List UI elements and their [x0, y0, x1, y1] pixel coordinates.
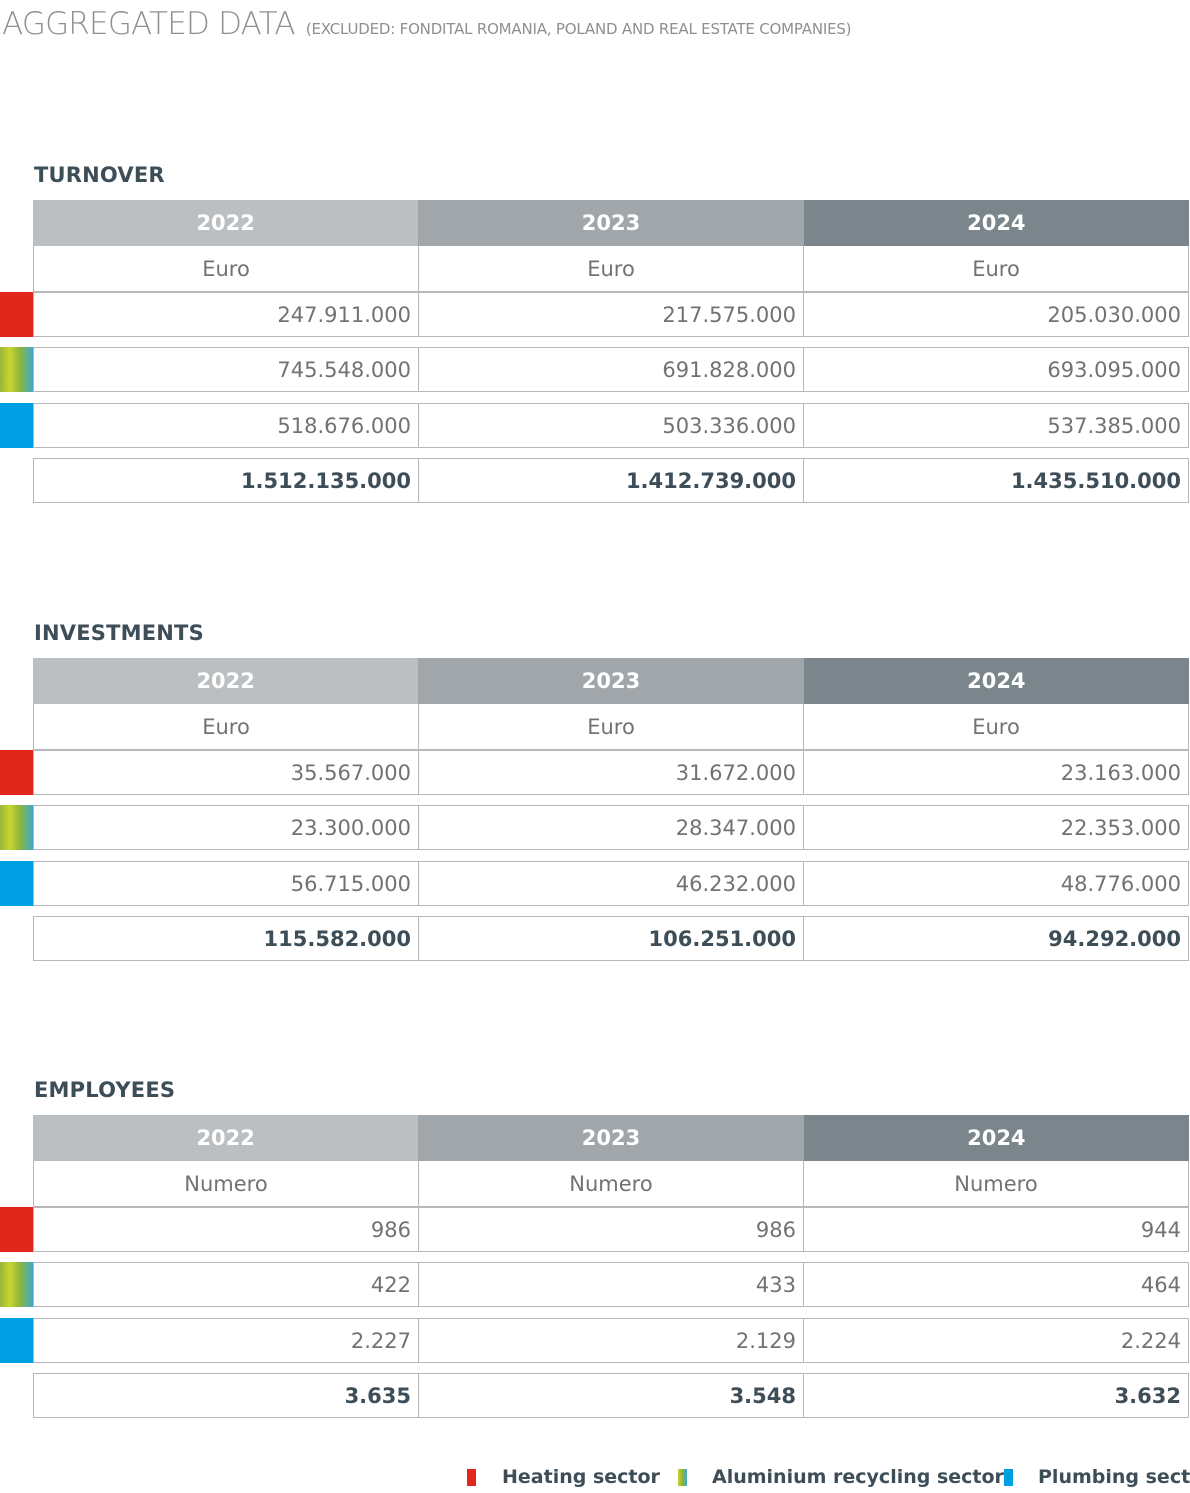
aluminium-sector-swatch: [0, 805, 33, 850]
total-row: 1.512.135.000 1.412.739.000 1.435.510.00…: [33, 458, 1189, 503]
value-cell: 35.567.000: [290, 760, 411, 785]
heating-sector-row: 247.911.000 217.575.000 205.030.000: [33, 292, 1189, 337]
page-subtitle: (EXCLUDED: FONDITAL ROMANIA, POLAND AND …: [305, 20, 852, 38]
total-row: 3.635 3.548 3.632: [33, 1373, 1189, 1418]
value-cell: 2.227: [350, 1328, 411, 1353]
aluminium-sector-row: 422 433 464: [33, 1262, 1189, 1307]
unit-cell: Numero: [418, 1161, 803, 1206]
plumbing-sector-row: 518.676.000 503.336.000 537.385.000: [33, 403, 1189, 448]
value-cell: 433: [418, 1263, 803, 1306]
plumbing-sector-row: 2.227 2.129 2.224: [33, 1318, 1189, 1363]
unit-cell: Numero: [184, 1171, 268, 1196]
plumbing-sector-swatch: [0, 1318, 33, 1363]
total-cell: 94.292.000: [803, 917, 1188, 960]
year-header-cell: 2023: [418, 1115, 804, 1161]
value-cell: 22.353.000: [803, 806, 1188, 849]
plumbing-sector-legend-swatch: [1004, 1469, 1013, 1486]
year-header-row: 2022 2023 2024: [33, 1115, 1189, 1161]
value-cell: 944: [803, 1208, 1188, 1251]
plumbing-sector-row: 56.715.000 46.232.000 48.776.000: [33, 861, 1189, 906]
year-header-cell: 2022: [33, 1115, 419, 1161]
total-cell: 3.548: [418, 1374, 803, 1417]
year-header-cell: 2023: [418, 658, 804, 704]
year-header-row: 2022 2023 2024: [33, 658, 1189, 704]
turnover-section: TURNOVER 2022 2023 2024 Euro Euro Euro 2…: [0, 163, 1190, 523]
unit-row: Euro Euro Euro: [33, 704, 1189, 750]
heating-sector-swatch: [0, 292, 33, 337]
total-cell: 1.435.510.000: [803, 459, 1188, 502]
heating-sector-row: 35.567.000 31.672.000 23.163.000: [33, 750, 1189, 795]
year-header-cell: 2023: [418, 200, 804, 246]
heating-sector-swatch: [0, 750, 33, 795]
unit-cell: Euro: [418, 704, 803, 749]
unit-cell: Euro: [418, 246, 803, 291]
value-cell: 205.030.000: [803, 293, 1188, 336]
investments-section: INVESTMENTS 2022 2023 2024 Euro Euro Eur…: [0, 621, 1190, 981]
value-cell: 2.129: [418, 1319, 803, 1362]
value-cell: 503.336.000: [418, 404, 803, 447]
value-cell: 46.232.000: [418, 862, 803, 905]
value-cell: 247.911.000: [277, 302, 411, 327]
value-cell: 537.385.000: [803, 404, 1188, 447]
total-cell: 106.251.000: [418, 917, 803, 960]
value-cell: 464: [803, 1263, 1188, 1306]
year-header-cell: 2022: [33, 200, 419, 246]
unit-cell: Numero: [803, 1161, 1188, 1206]
heating-sector-legend-label: Heating sector: [502, 1466, 660, 1488]
legend: Heating sector Aluminium recycling secto…: [0, 1466, 1190, 1492]
aluminium-sector-swatch: [0, 347, 33, 392]
unit-cell: Euro: [202, 714, 250, 739]
value-cell: 422: [370, 1272, 411, 1297]
year-header-cell: 2022: [33, 658, 419, 704]
section-title: EMPLOYEES: [34, 1078, 176, 1102]
heating-sector-legend-swatch: [467, 1469, 476, 1486]
section-title: TURNOVER: [34, 163, 165, 187]
value-cell: 986: [418, 1208, 803, 1251]
year-header-cell: 2024: [803, 658, 1189, 704]
value-cell: 745.548.000: [277, 357, 411, 382]
plumbing-sector-legend-label: Plumbing sector: [1038, 1466, 1190, 1488]
unit-cell: Euro: [202, 256, 250, 281]
total-cell: 3.632: [803, 1374, 1188, 1417]
section-title: INVESTMENTS: [34, 621, 204, 645]
heating-sector-swatch: [0, 1207, 33, 1252]
employees-section: EMPLOYEES 2022 2023 2024 Numero Numero N…: [0, 1078, 1190, 1438]
aluminium-sector-row: 745.548.000 691.828.000 693.095.000: [33, 347, 1189, 392]
value-cell: 23.300.000: [290, 815, 411, 840]
year-header-row: 2022 2023 2024: [33, 200, 1189, 246]
plumbing-sector-swatch: [0, 403, 33, 448]
total-cell: 1.512.135.000: [240, 468, 411, 493]
year-header-cell: 2024: [803, 1115, 1189, 1161]
total-cell: 1.412.739.000: [418, 459, 803, 502]
unit-cell: Euro: [803, 246, 1188, 291]
value-cell: 56.715.000: [290, 871, 411, 896]
value-cell: 23.163.000: [803, 751, 1188, 794]
plumbing-sector-swatch: [0, 861, 33, 906]
aluminium-sector-row: 23.300.000 28.347.000 22.353.000: [33, 805, 1189, 850]
value-cell: 693.095.000: [803, 348, 1188, 391]
year-header-cell: 2024: [803, 200, 1189, 246]
value-cell: 48.776.000: [803, 862, 1188, 905]
unit-row: Euro Euro Euro: [33, 246, 1189, 292]
heating-sector-row: 986 986 944: [33, 1207, 1189, 1252]
unit-row: Numero Numero Numero: [33, 1161, 1189, 1207]
value-cell: 518.676.000: [277, 413, 411, 438]
value-cell: 986: [370, 1217, 411, 1242]
value-cell: 217.575.000: [418, 293, 803, 336]
value-cell: 28.347.000: [418, 806, 803, 849]
page-title: AGGREGATED DATA: [2, 6, 296, 42]
aluminium-sector-swatch: [0, 1262, 33, 1307]
total-row: 115.582.000 106.251.000 94.292.000: [33, 916, 1189, 961]
total-cell: 3.635: [344, 1383, 411, 1408]
total-cell: 115.582.000: [263, 926, 411, 951]
value-cell: 691.828.000: [418, 348, 803, 391]
value-cell: 2.224: [803, 1319, 1188, 1362]
page-header: AGGREGATED DATA (EXCLUDED: FONDITAL ROMA…: [2, 6, 852, 42]
aluminium-sector-legend-swatch: [678, 1469, 687, 1486]
aluminium-sector-legend-label: Aluminium recycling sector: [712, 1466, 1004, 1488]
value-cell: 31.672.000: [418, 751, 803, 794]
unit-cell: Euro: [803, 704, 1188, 749]
